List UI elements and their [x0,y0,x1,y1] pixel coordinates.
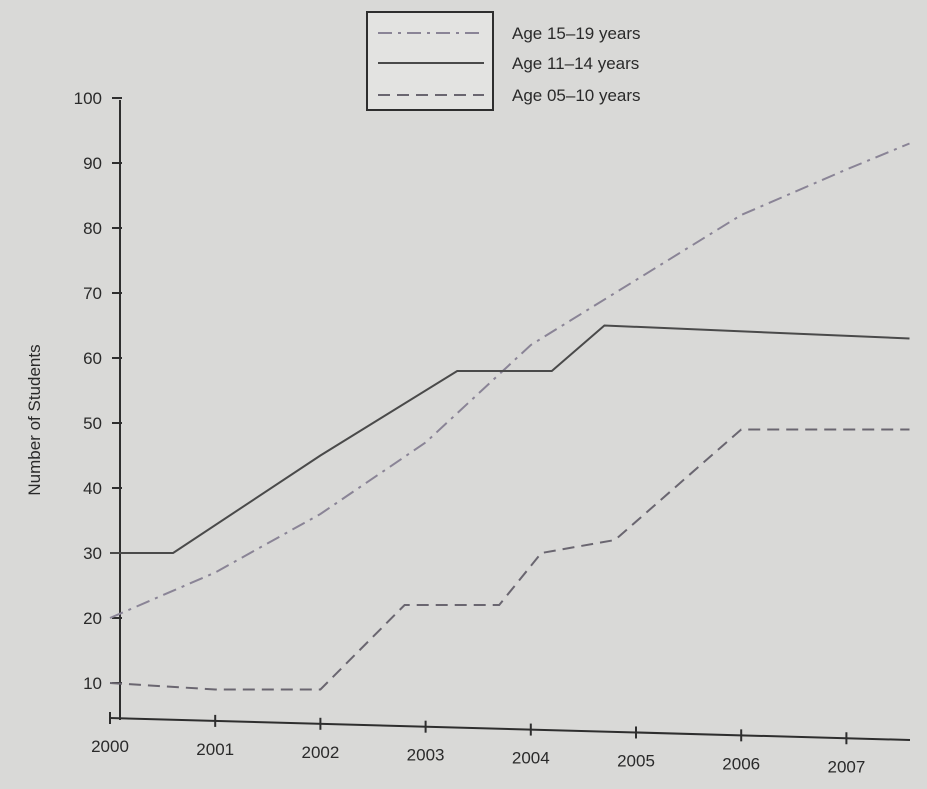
series-line-2 [110,324,910,554]
y-tick-label: 10 [83,674,102,693]
legend: Age 15–19 years Age 11–14 years Age 05–10 … [366,11,641,111]
x-tick-label: 2004 [512,749,550,768]
x-tick-label: 2002 [301,743,339,762]
series-layer [109,142,910,691]
legend-label-1: Age 15–19 years [512,24,641,43]
series-line-1 [109,142,910,619]
y-tick-label: 70 [83,284,102,303]
y-tick-label: 20 [83,609,102,628]
y-tick-label: 80 [83,219,102,238]
x-tick-label: 2006 [722,754,760,773]
x-tick-label: 2005 [617,751,655,770]
y-tick-label: 50 [83,414,102,433]
x-tick-label: 2000 [91,737,129,756]
x-tick-label: 2007 [827,757,865,776]
y-tick-label: 60 [83,349,102,368]
legend-box [366,11,494,111]
x-tick-label: 2001 [196,740,234,759]
x-axis-line [109,717,911,741]
y-tick-label: 30 [83,544,102,563]
axes: 10 20 30 40 50 60 70 80 90 100 2000 2001 2002 2003 200… [25,89,911,776]
y-axis-label: Number of Students [25,344,44,495]
y-tick-label: 40 [83,479,102,498]
y-tick-label: 100 [74,89,102,108]
legend-label-2: Age 11–14 years [512,54,639,73]
x-tick-label: 2003 [407,746,445,765]
y-tick-label: 90 [83,154,102,173]
series-line-3 [109,428,910,691]
legend-label-3: Age 05–10 years [512,86,641,105]
